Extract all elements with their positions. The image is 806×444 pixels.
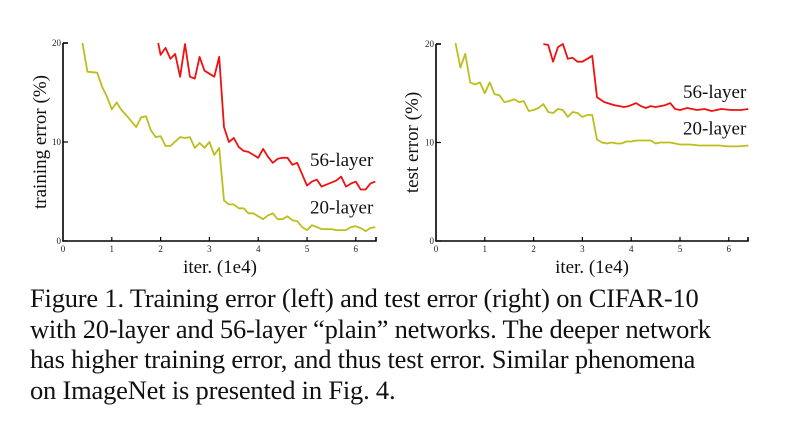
caption-line: Figure 1. Training error (left) and test… [30, 283, 699, 313]
axis-lines [435, 43, 749, 242]
series-label: 56-layer [310, 150, 374, 171]
x-tick-label: 0 [61, 244, 66, 254]
x-tick-label: 6 [354, 244, 359, 254]
x-tick-label: 5 [305, 244, 310, 254]
x-tick-label: 6 [727, 244, 732, 254]
training-error-chart: 0 1 2 3 4 5 6 0 10 20 iter. (1e4) training error (%… [30, 38, 377, 278]
x-tick-label: 3 [207, 244, 212, 254]
test-error-chart: 0 1 2 3 4 5 6 0 10 20 iter. (1e4) test error (%) 56-… [402, 39, 749, 278]
x-tick-label: 0 [434, 244, 439, 254]
x-tick-label: 4 [256, 244, 261, 254]
y-tick-label: 0 [430, 236, 435, 246]
y-axis-title: training error (%) [30, 75, 51, 209]
y-axis-title: test error (%) [402, 92, 423, 193]
series-line-56-layer [157, 42, 376, 191]
y-tick-label: 0 [57, 236, 62, 246]
series-line-56-layer [543, 43, 749, 112]
x-tick-label: 3 [580, 244, 585, 254]
series-line-20-layer [81, 42, 376, 232]
y-tick-label: 20 [52, 38, 62, 48]
series-label: 20-layer [683, 119, 747, 140]
x-axis-title: iter. (1e4) [183, 257, 257, 278]
figure-caption: Figure 1. Training error (left) and test… [30, 283, 790, 405]
x-tick-label: 5 [678, 244, 683, 254]
series-label: 20-layer [310, 197, 374, 218]
x-tick-label: 4 [629, 244, 634, 254]
y-tick-label: 10 [52, 137, 62, 147]
y-tick-label: 10 [425, 138, 435, 148]
x-axis-title: iter. (1e4) [555, 257, 629, 278]
caption-line: has higher training error, and thus test… [30, 344, 696, 374]
x-tick-label: 2 [531, 244, 536, 254]
y-tick-label: 20 [425, 39, 435, 49]
x-tick-label: 1 [483, 244, 488, 254]
x-tick-label: 1 [110, 244, 115, 254]
caption-line: on ImageNet is presented in Fig. 4. [30, 374, 396, 405]
caption-line: with 20-layer and 56-layer “plain” netwo… [30, 313, 711, 344]
x-tick-label: 2 [158, 244, 163, 254]
series-line-20-layer [454, 42, 749, 148]
series-label: 56-layer [683, 82, 747, 103]
